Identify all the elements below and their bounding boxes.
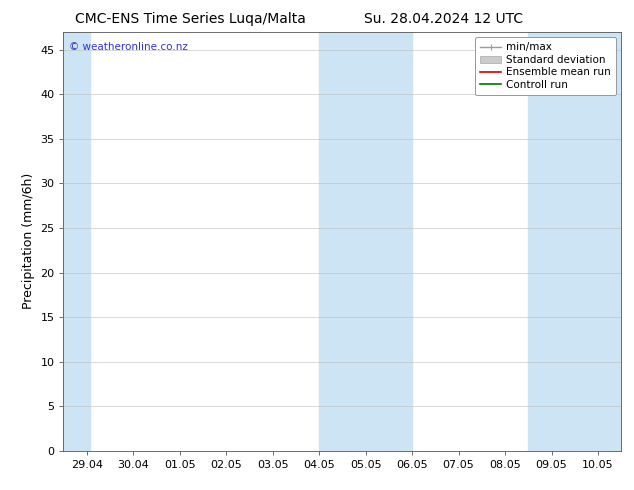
Text: CMC-ENS Time Series Luqa/Malta: CMC-ENS Time Series Luqa/Malta bbox=[75, 12, 306, 26]
Bar bbox=[319, 32, 412, 451]
Legend: min/max, Standard deviation, Ensemble mean run, Controll run: min/max, Standard deviation, Ensemble me… bbox=[475, 37, 616, 95]
Text: © weatheronline.co.nz: © weatheronline.co.nz bbox=[69, 42, 188, 52]
Bar bbox=[63, 32, 91, 451]
Bar bbox=[528, 32, 621, 451]
Text: Su. 28.04.2024 12 UTC: Su. 28.04.2024 12 UTC bbox=[365, 12, 523, 26]
Y-axis label: Precipitation (mm/6h): Precipitation (mm/6h) bbox=[22, 173, 35, 310]
